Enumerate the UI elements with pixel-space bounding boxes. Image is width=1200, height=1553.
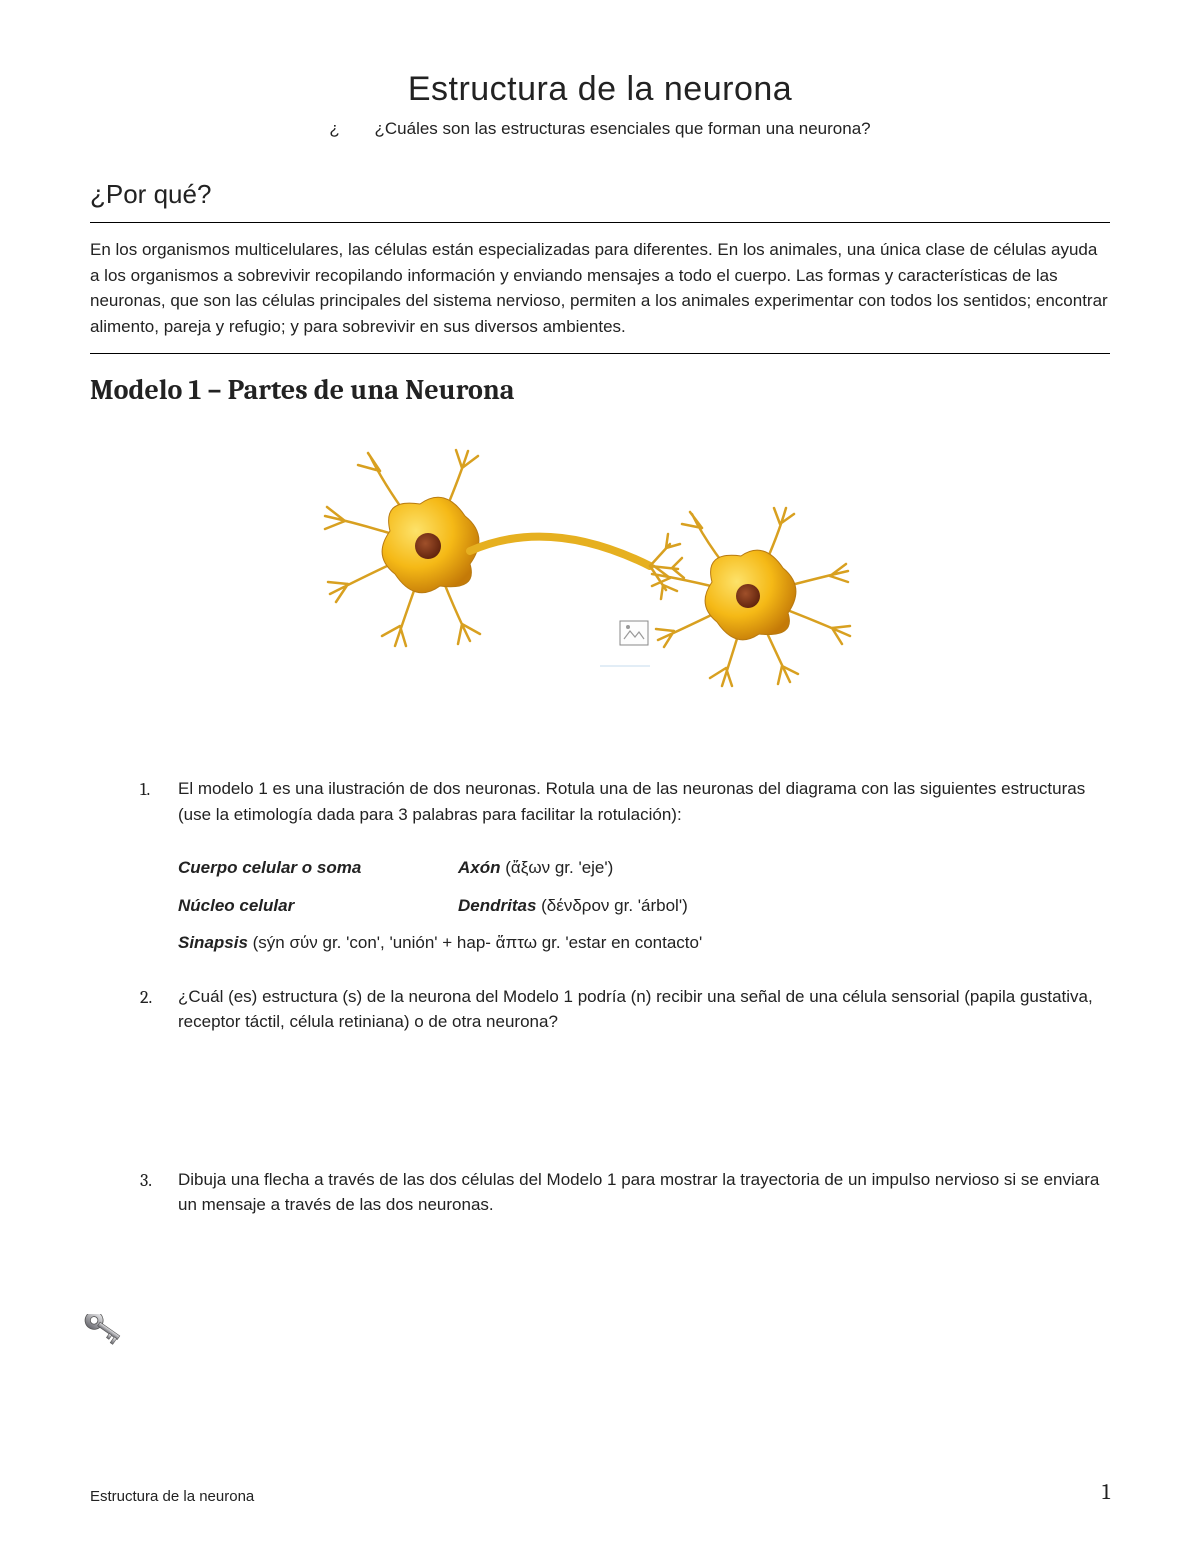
subtitle-mark: ¿ — [329, 119, 339, 139]
term-dendritas: Dendritas — [458, 896, 536, 915]
q3-text: Dibuja una flecha a través de las dos cé… — [178, 1170, 1099, 1215]
neuron-figure — [90, 416, 1110, 716]
term-soma: Cuerpo celular o soma — [178, 858, 361, 877]
divider-bottom — [90, 353, 1110, 354]
q2-num: 2. — [140, 984, 152, 1011]
question-list: 1. El modelo 1 es una ilustración de dos… — [140, 776, 1110, 1218]
term-sinapsis: Sinapsis — [178, 933, 248, 952]
terms-block: Cuerpo celular o soma Axón (ἄξων gr. 'ej… — [178, 855, 1110, 956]
page: Estructura de la neurona ¿ ¿Cuáles son l… — [0, 0, 1200, 1553]
footer-page-number: 1 — [1102, 1479, 1110, 1505]
term-axon-etym: (ἄξων gr. 'eje') — [501, 858, 614, 877]
question-2: 2. ¿Cuál (es) estructura (s) de la neuro… — [140, 984, 1110, 1145]
key-icon — [74, 1314, 124, 1363]
q1-text: El modelo 1 es una ilustración de dos ne… — [178, 779, 1085, 824]
footer-left: Estructura de la neurona — [90, 1488, 254, 1505]
q1-num: 1. — [140, 776, 150, 803]
intro-paragraph: En los organismos multicelulares, las cé… — [90, 223, 1110, 353]
term-nucleo: Núcleo celular — [178, 896, 294, 915]
placeholder-icon — [620, 621, 648, 645]
term-sinapsis-etym: (sýn σύν gr. 'con', 'unión' + hap- ἅπτω … — [248, 933, 702, 952]
subtitle-row: ¿ ¿Cuáles son las estructuras esenciales… — [90, 119, 1110, 139]
term-axon: Axón — [458, 858, 501, 877]
page-footer: Estructura de la neurona 1 — [90, 1479, 1110, 1505]
question-1: 1. El modelo 1 es una ilustración de dos… — [140, 776, 1110, 956]
q3-num: 3. — [140, 1167, 152, 1194]
question-3: 3. Dibuja una flecha a través de las dos… — [140, 1167, 1110, 1218]
page-title: Estructura de la neurona — [90, 70, 1110, 109]
q2-text: ¿Cuál (es) estructura (s) de la neurona … — [178, 987, 1093, 1032]
heading-model: Modelo 1 – Partes de una Neurona — [90, 374, 1110, 406]
heading-why: ¿Por qué? — [90, 179, 1110, 210]
neuron-svg — [280, 416, 920, 716]
term-dendritas-etym: (δένδρον gr. 'árbol') — [536, 896, 687, 915]
subtitle-text: ¿Cuáles son las estructuras esenciales q… — [375, 119, 871, 138]
